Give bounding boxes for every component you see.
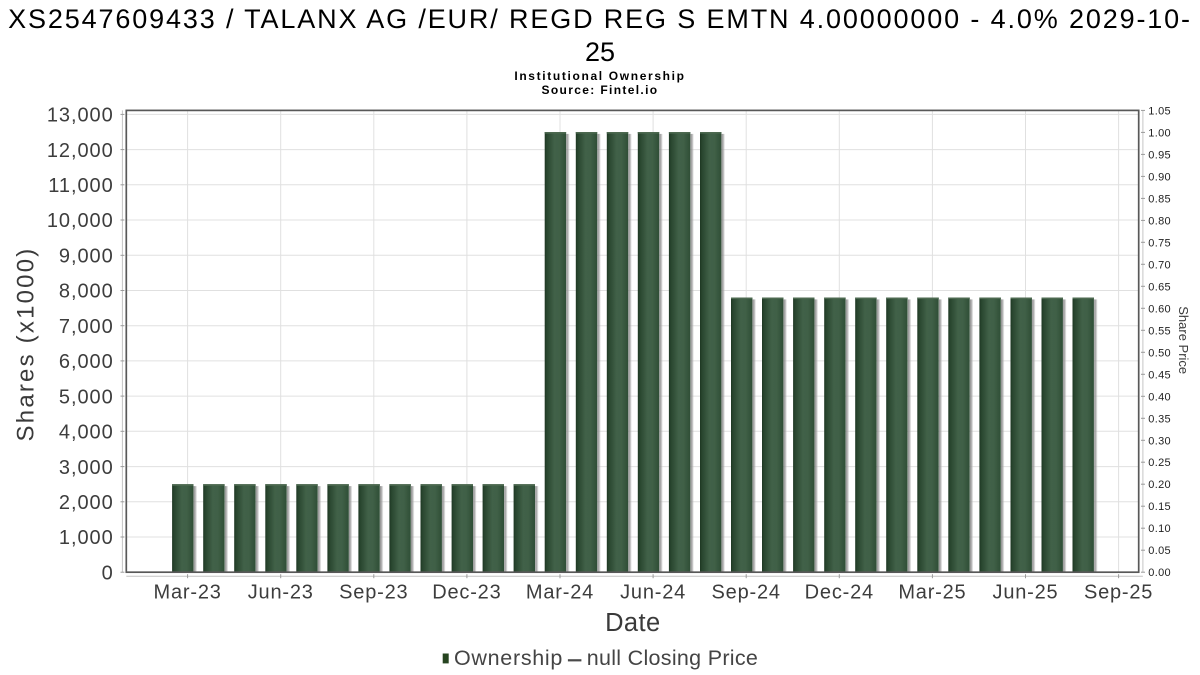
svg-text:9,000: 9,000	[59, 246, 114, 268]
svg-text:Dec-23: Dec-23	[432, 582, 501, 604]
svg-text:0.05: 0.05	[1148, 545, 1171, 557]
svg-text:Share Price: Share Price	[1176, 306, 1191, 374]
svg-text:0.35: 0.35	[1148, 413, 1171, 425]
svg-text:0.00: 0.00	[1148, 567, 1171, 579]
svg-text:0.85: 0.85	[1148, 193, 1171, 205]
svg-text:11,000: 11,000	[48, 175, 113, 197]
svg-text:6,000: 6,000	[59, 351, 114, 373]
svg-text:7,000: 7,000	[59, 316, 114, 338]
svg-text:0.75: 0.75	[1148, 237, 1171, 249]
svg-text:12,000: 12,000	[47, 140, 114, 162]
svg-text:Shares (x1000): Shares (x1000)	[13, 247, 40, 442]
svg-text:0.40: 0.40	[1148, 391, 1171, 403]
svg-text:0.65: 0.65	[1148, 281, 1171, 293]
svg-text:0.10: 0.10	[1148, 523, 1171, 535]
svg-text:0.95: 0.95	[1148, 149, 1171, 161]
svg-text:1.05: 1.05	[1148, 105, 1171, 117]
svg-text:4,000: 4,000	[59, 422, 114, 444]
svg-text:Jun-24: Jun-24	[620, 582, 686, 604]
svg-text:0.50: 0.50	[1148, 347, 1171, 359]
svg-text:Jun-23: Jun-23	[248, 582, 314, 604]
svg-text:0.25: 0.25	[1148, 457, 1171, 469]
svg-text:2,000: 2,000	[59, 492, 114, 514]
svg-text:0.90: 0.90	[1148, 171, 1171, 183]
svg-text:null Closing Price: null Closing Price	[587, 646, 759, 670]
svg-text:0.80: 0.80	[1148, 215, 1171, 227]
svg-text:Date: Date	[605, 609, 660, 637]
svg-text:1,000: 1,000	[59, 527, 114, 549]
svg-text:Jun-25: Jun-25	[993, 582, 1059, 604]
svg-text:0.45: 0.45	[1148, 369, 1171, 381]
svg-text:0.60: 0.60	[1148, 303, 1171, 315]
svg-text:Mar-24: Mar-24	[526, 582, 594, 604]
svg-text:10,000: 10,000	[47, 210, 114, 232]
svg-text:0.55: 0.55	[1148, 325, 1171, 337]
svg-text:8,000: 8,000	[59, 281, 114, 303]
svg-text:13,000: 13,000	[47, 105, 114, 127]
svg-text:Dec-24: Dec-24	[805, 582, 874, 604]
svg-text:0.30: 0.30	[1148, 435, 1171, 447]
svg-text:0: 0	[102, 562, 114, 584]
svg-text:3,000: 3,000	[59, 457, 114, 479]
svg-text:Ownership: Ownership	[454, 646, 563, 670]
svg-text:Sep-23: Sep-23	[339, 582, 408, 604]
svg-text:Sep-25: Sep-25	[1084, 582, 1153, 604]
svg-text:Mar-23: Mar-23	[154, 582, 222, 604]
svg-text:0.15: 0.15	[1148, 501, 1171, 513]
svg-text:0.70: 0.70	[1148, 259, 1171, 271]
svg-text:Sep-24: Sep-24	[712, 582, 781, 604]
svg-text:Mar-25: Mar-25	[898, 582, 966, 604]
svg-text:5,000: 5,000	[59, 386, 114, 408]
svg-text:0.20: 0.20	[1148, 479, 1171, 491]
svg-text:1.00: 1.00	[1148, 127, 1171, 139]
